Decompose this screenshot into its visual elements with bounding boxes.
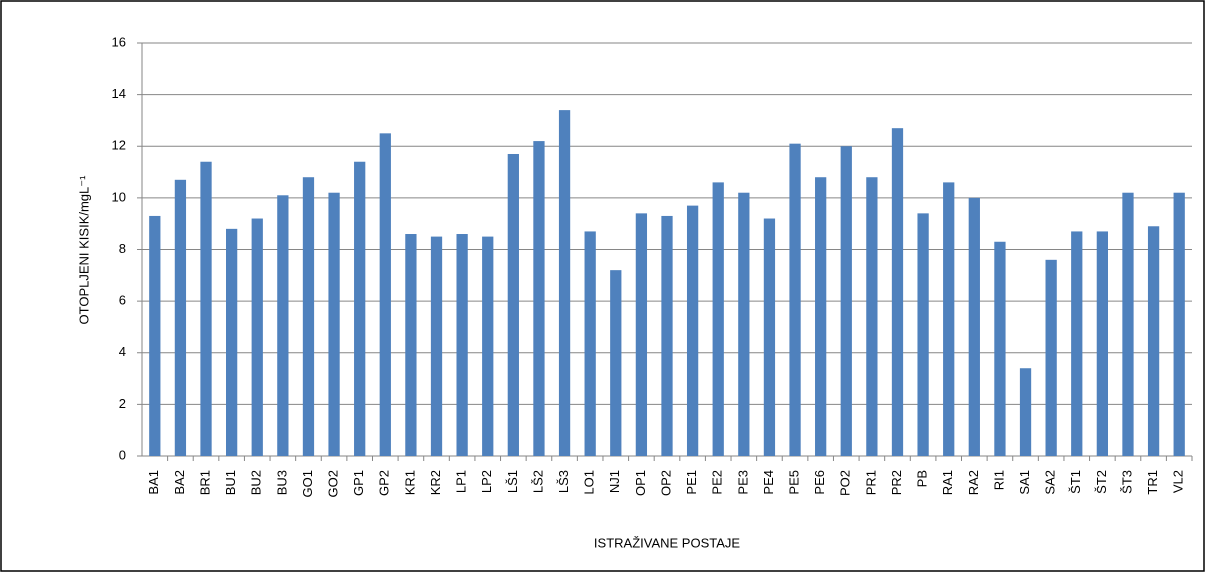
x-tick-label: RI1 <box>991 470 1006 490</box>
bar <box>533 141 545 456</box>
x-tick-label: BA2 <box>172 470 187 495</box>
bar <box>277 195 289 456</box>
bar <box>302 177 315 456</box>
x-tick-label: ŠT2 <box>1094 470 1109 494</box>
x-tick-label: PE4 <box>761 470 776 495</box>
bar <box>456 234 468 456</box>
x-tick-label: PE5 <box>786 470 801 495</box>
bar <box>405 234 417 456</box>
y-tick-label: 2 <box>119 396 126 411</box>
bar <box>1147 226 1160 456</box>
y-tick-label: 0 <box>119 447 126 462</box>
bar <box>1045 259 1057 456</box>
bar <box>354 161 366 457</box>
x-tick-label: LŠ2 <box>530 470 545 493</box>
bar <box>1019 368 1032 456</box>
bar <box>174 179 187 456</box>
bar <box>226 228 238 456</box>
x-tick-label: LP1 <box>454 470 469 493</box>
bar <box>866 177 878 456</box>
bar <box>1096 231 1108 456</box>
y-tick-label: 4 <box>119 344 126 359</box>
y-tick-label: 16 <box>112 34 126 49</box>
x-tick-label: KR1 <box>402 470 417 495</box>
x-tick-label: ŠT3 <box>1119 470 1134 494</box>
x-axis-title: ISTRAŽIVANE POSTAJE <box>594 535 740 550</box>
bar <box>1122 192 1134 456</box>
y-tick-label: 12 <box>112 138 126 153</box>
x-tick-label: KR2 <box>428 470 443 495</box>
x-tick-label: LO1 <box>582 470 597 495</box>
x-tick-label: PR1 <box>863 470 878 495</box>
x-tick-label: LŠ3 <box>556 470 571 493</box>
x-tick-label: BA1 <box>146 470 161 495</box>
x-tick-label: VL2 <box>1171 470 1186 493</box>
x-tick-label: RA1 <box>940 470 955 495</box>
bar <box>482 236 494 456</box>
x-tick-label: NJ1 <box>607 470 622 493</box>
x-tick-label: ŠT1 <box>1068 470 1083 494</box>
x-tick-label: LP2 <box>479 470 494 493</box>
x-tick-label: PE2 <box>710 470 725 495</box>
y-tick-label: 14 <box>112 86 126 101</box>
y-tick-label: 6 <box>119 293 126 308</box>
x-tick-label: PR2 <box>889 470 904 495</box>
bar <box>1071 231 1083 456</box>
bar <box>840 146 852 456</box>
bar <box>149 215 161 456</box>
bar <box>379 133 391 456</box>
x-tick-label: OP2 <box>658 470 673 496</box>
bar <box>430 236 443 456</box>
x-tick-label: PE1 <box>684 470 699 495</box>
bar <box>584 231 596 456</box>
x-tick-label: PE3 <box>735 470 750 495</box>
x-tick-label: RA2 <box>966 470 981 495</box>
x-tick-label: GO2 <box>326 470 341 497</box>
x-tick-label: PE6 <box>812 470 827 495</box>
bar <box>763 218 776 456</box>
bar <box>610 270 622 456</box>
bar <box>1173 192 1185 456</box>
x-tick-label: BU3 <box>274 470 289 495</box>
bar <box>738 192 750 456</box>
bar <box>994 241 1006 456</box>
x-tick-label: OP1 <box>633 470 648 496</box>
x-tick-label: BU2 <box>249 470 264 495</box>
x-tick-label: TR1 <box>1145 470 1160 495</box>
bar <box>251 218 263 456</box>
bar <box>558 110 571 457</box>
x-tick-label: SA2 <box>1043 470 1058 495</box>
x-tick-label: PO2 <box>838 470 853 496</box>
bar <box>789 143 801 456</box>
bar <box>686 205 699 456</box>
bar <box>815 177 827 456</box>
x-tick-label: BR1 <box>197 470 212 495</box>
y-axis-title: OTOPLJENI KISIK/mgL⁻¹ <box>76 175 91 325</box>
bar <box>968 197 980 456</box>
x-tick-label: GO1 <box>300 470 315 497</box>
bar <box>507 153 519 456</box>
x-tick-label: GP2 <box>377 470 392 496</box>
y-tick-label: 8 <box>119 241 126 256</box>
x-tick-label: PB <box>915 470 930 487</box>
bar <box>943 182 955 456</box>
bar <box>661 215 673 456</box>
bar <box>712 182 724 456</box>
y-tick-label: 10 <box>112 189 126 204</box>
x-tick-label: SA1 <box>1017 470 1032 495</box>
x-tick-label: GP1 <box>351 470 366 496</box>
bar <box>917 213 929 456</box>
bar <box>200 161 212 457</box>
bar <box>635 213 648 456</box>
x-tick-label: BU1 <box>223 470 238 495</box>
x-tick-label: LŠ1 <box>505 470 520 493</box>
bar <box>891 128 904 456</box>
bar <box>328 192 340 456</box>
